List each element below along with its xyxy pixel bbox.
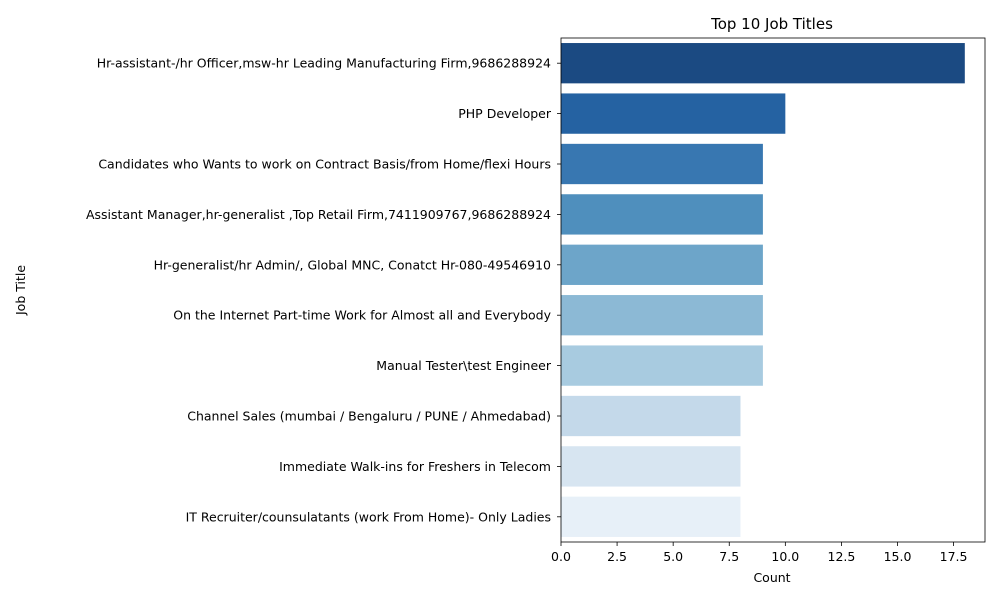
y-tick-label-8: Channel Sales (mumbai / Bengaluru / PUNE… xyxy=(187,409,551,424)
axes xyxy=(557,37,986,546)
bar-2 xyxy=(561,93,786,134)
y-tick-label-7: Manual Tester\test Engineer xyxy=(376,358,552,373)
bar-5 xyxy=(561,244,763,285)
bar-10 xyxy=(561,496,741,537)
x-axis-label: Count xyxy=(753,570,790,585)
plot-frame xyxy=(560,37,986,543)
y-tick-label-3: Candidates who Wants to work on Contract… xyxy=(98,157,551,172)
bar-6 xyxy=(561,295,763,336)
y-tick-labels: Hr-assistant-/hr Officer,msw-hr Leading … xyxy=(86,56,552,525)
bar-4 xyxy=(561,194,763,235)
bar-9 xyxy=(561,446,741,487)
y-axis-label: Job Title xyxy=(13,265,28,316)
x-tick-label-4: 7.5 xyxy=(719,549,739,564)
y-tick-label-5: Hr-generalist/hr Admin/, Global MNC, Con… xyxy=(154,257,551,272)
x-tick-label-6: 12.5 xyxy=(828,549,856,564)
chart-title: Top 10 Job Titles xyxy=(710,15,833,33)
y-tick-label-6: On the Internet Part-time Work for Almos… xyxy=(173,308,551,323)
bar-8 xyxy=(561,395,741,437)
x-tick-label-7: 15.0 xyxy=(884,549,912,564)
x-tick-label-5: 10.0 xyxy=(771,549,799,564)
x-tick-label-2: 2.5 xyxy=(607,549,627,564)
y-tick-label-10: IT Recruiter/counsulatants (work From Ho… xyxy=(186,509,551,524)
x-tick-labels: 0.0 2.5 5.0 7.5 10.0 12.5 15.0 17.5 xyxy=(551,549,967,564)
y-tick-label-9: Immediate Walk-ins for Freshers in Telec… xyxy=(279,459,551,474)
y-tick-label-1: Hr-assistant-/hr Officer,msw-hr Leading … xyxy=(97,56,551,71)
y-tick-label-2: PHP Developer xyxy=(458,106,552,121)
bars-layer xyxy=(561,43,965,537)
bar-1 xyxy=(561,43,965,84)
x-tick-label-3: 5.0 xyxy=(663,549,683,564)
y-tick-label-4: Assistant Manager,hr-generalist ,Top Ret… xyxy=(86,207,551,222)
x-tick-label-8: 17.5 xyxy=(940,549,968,564)
x-tick-label-1: 0.0 xyxy=(551,549,571,564)
bar-3 xyxy=(561,143,763,185)
bar-7 xyxy=(561,345,763,386)
